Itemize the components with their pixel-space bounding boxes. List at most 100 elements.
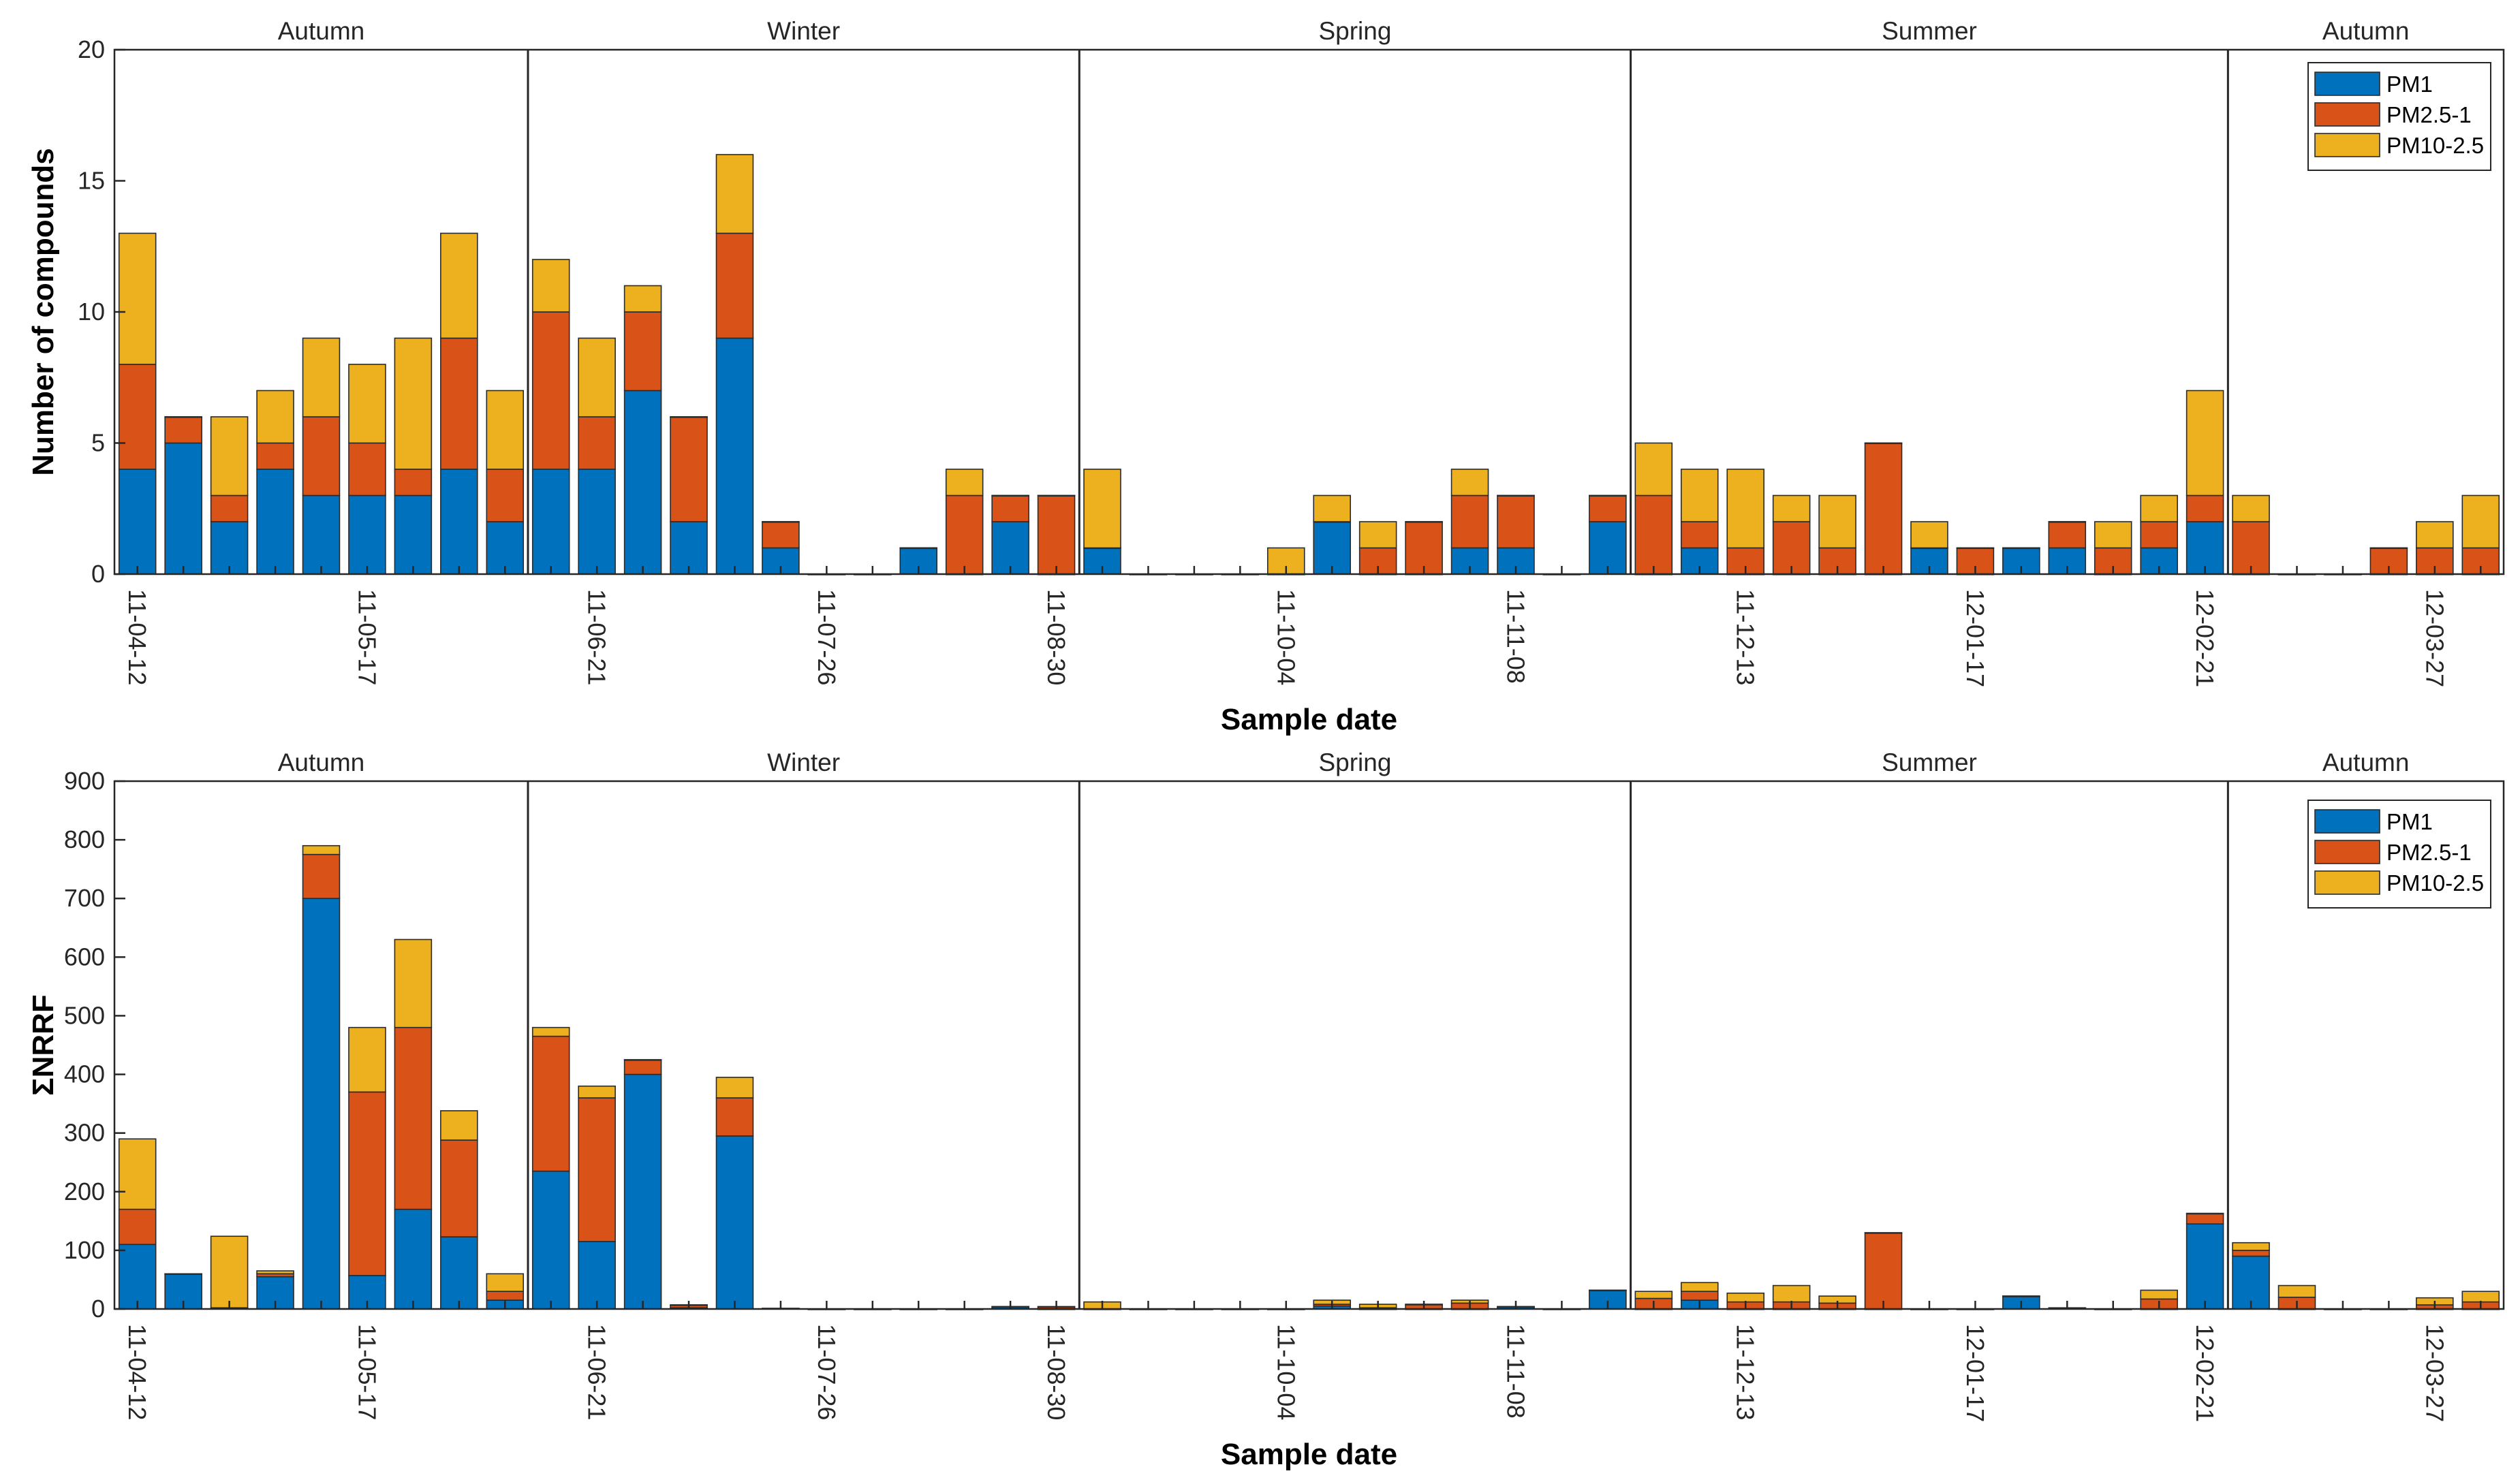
y-tick-label-2: 10 (78, 298, 105, 326)
x-axis-title: Sample date (1221, 703, 1397, 736)
bar-pm10-2-5-21 (1083, 469, 1121, 549)
y-tick-label-4: 400 (64, 1060, 105, 1088)
legend-label-pm1: PM1 (2386, 809, 2433, 834)
bar-pm2-5-1-9 (531, 311, 570, 470)
bar-pm10-2-5-34 (1680, 469, 1719, 522)
bar-pm1-7 (440, 1236, 478, 1310)
bar-pm1-8 (486, 521, 525, 575)
bar-pm10-2-5-18 (945, 469, 984, 496)
bar-pm10-2-5-51 (2461, 494, 2500, 549)
bar-pm10-2-5-46 (2232, 1242, 2270, 1251)
x-tick-label-5: 11-10-04 (1272, 1324, 1300, 1420)
bar-pm2-5-1-4 (302, 416, 341, 496)
bar-pm1-1 (164, 442, 202, 575)
bar-pm1-26 (1313, 521, 1351, 575)
x-tick-label-2: 11-06-21 (583, 589, 611, 685)
season-label-2: Spring (1318, 17, 1391, 45)
bottom-panel-sum-nrrf: Autumn Winter Spring Summer Autumn 0 100 200 300… (27, 748, 2505, 1471)
bar-pm10-2-5-44 (2140, 1289, 2178, 1300)
bar-pm10-2-5-36 (1772, 494, 1811, 522)
bar-pm1-4 (302, 898, 341, 1310)
bar-pm10-2-5-39 (1910, 521, 1948, 549)
y-axis-title: ΣNRRF (27, 994, 60, 1096)
x-tick-label-8: 12-01-17 (1961, 1324, 1989, 1422)
bar-pm2-5-1-9 (531, 1035, 570, 1172)
top-panel-number-of-compounds: Autumn Winter Spring Summer Autumn 0 5 10 15 20 11… (27, 17, 2505, 736)
x-tick-label-4: 11-08-30 (1042, 589, 1070, 685)
bar-pm1-6 (394, 494, 433, 575)
x-tick-label-1: 11-05-17 (353, 589, 381, 685)
bar-pm2-5-1-42 (2048, 521, 2087, 549)
x-tick-label-8: 12-01-17 (1961, 589, 1989, 687)
y-tick-label-2: 200 (64, 1178, 105, 1205)
season-label-3: Summer (1882, 17, 1977, 45)
bar-pm2-5-1-11 (623, 311, 662, 392)
bar-pm10-2-5-2 (210, 416, 249, 496)
legend-swatch-pm2-5-1 (2314, 102, 2380, 127)
bar-pm10-2-5-45 (2185, 390, 2224, 496)
bar-pm10-2-5-4 (302, 337, 341, 417)
bar-pm10-2-5-10 (578, 1085, 616, 1099)
bar-pm2-5-1-19 (991, 494, 1029, 522)
bar-pm2-5-1-2 (210, 494, 249, 522)
bar-pm2-5-1-34 (1680, 1291, 1719, 1301)
bar-pm2-5-1-10 (578, 416, 616, 470)
bar-pm2-5-1-32 (1589, 494, 1627, 522)
x-tick-label-9: 12-02-21 (2191, 589, 2219, 687)
bar-pm2-5-1-5 (348, 442, 386, 496)
bar-pm1-45 (2185, 1223, 2224, 1310)
bar-pm2-5-1-20 (1037, 494, 1076, 575)
bar-pm10-2-5-51 (2461, 1291, 2500, 1303)
bars-group (118, 844, 2500, 1310)
season-label-1: Winter (767, 17, 840, 45)
season-label-3: Summer (1882, 748, 1977, 776)
bar-pm10-2-5-46 (2232, 494, 2270, 522)
bar-pm1-13 (715, 337, 754, 575)
bar-pm1-9 (531, 469, 570, 575)
bar-pm10-2-5-2 (210, 1235, 249, 1309)
season-label-1: Winter (767, 748, 840, 776)
bar-pm1-32 (1589, 521, 1627, 575)
bar-pm2-5-1-8 (486, 1291, 525, 1301)
bar-pm1-3 (256, 469, 294, 575)
bar-pm2-5-1-0 (118, 1208, 157, 1246)
bar-pm10-2-5-50 (2416, 521, 2454, 549)
bar-pm10-2-5-0 (118, 1138, 157, 1210)
y-tick-label-0: 0 (91, 560, 105, 588)
bar-pm10-2-5-0 (118, 232, 157, 365)
bar-pm10-2-5-6 (394, 337, 433, 470)
bar-pm10-2-5-7 (440, 1110, 478, 1141)
bar-pm2-5-1-3 (256, 442, 294, 470)
bar-pm2-5-1-14 (762, 521, 800, 549)
y-tick-label-0: 0 (91, 1295, 105, 1323)
bar-pm2-5-1-10 (578, 1097, 616, 1242)
y-tick-label-9: 900 (64, 767, 105, 795)
x-tick-label-9: 12-02-21 (2191, 1324, 2219, 1422)
y-tick-label-7: 700 (64, 884, 105, 912)
bar-pm1-10 (578, 1241, 616, 1310)
legend-swatch-pm1 (2314, 72, 2380, 96)
legend: PM1 PM2.5-1 PM10-2.5 (2307, 800, 2491, 909)
bar-pm10-2-5-13 (715, 1077, 754, 1099)
season-label-2: Spring (1318, 748, 1391, 776)
bar-pm10-2-5-33 (1634, 1291, 1673, 1299)
y-tick-label-1: 100 (64, 1236, 105, 1264)
bar-pm10-2-5-43 (2094, 521, 2132, 549)
bar-pm10-2-5-17 (899, 547, 938, 550)
bar-pm10-2-5-35 (1726, 469, 1764, 549)
legend-swatch-pm1 (2314, 809, 2380, 834)
bar-pm2-5-1-44 (2140, 521, 2178, 549)
bar-pm2-5-1-29 (1450, 494, 1489, 549)
bar-pm1-4 (302, 494, 341, 575)
bar-pm10-2-5-41 (2002, 1295, 2040, 1297)
bar-pm1-46 (2232, 1255, 2270, 1310)
bar-pm2-5-1-7 (440, 1139, 478, 1237)
bar-pm2-5-1-38 (1864, 442, 1903, 575)
bar-pm10-2-5-38 (1864, 442, 1903, 445)
bar-pm10-2-5-9 (531, 259, 570, 313)
bar-pm10-2-5-4 (302, 844, 341, 855)
bar-pm1-0 (118, 1244, 157, 1310)
bar-pm2-5-1-1 (164, 416, 202, 444)
bar-pm1-6 (394, 1208, 433, 1310)
